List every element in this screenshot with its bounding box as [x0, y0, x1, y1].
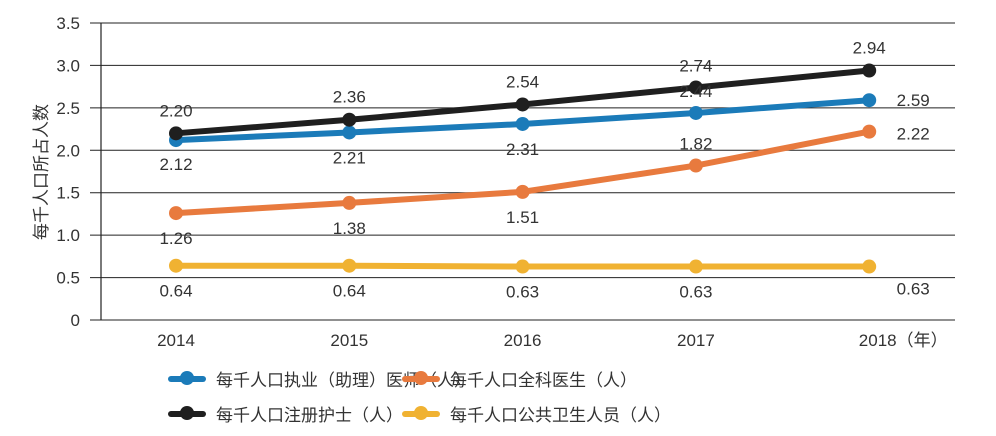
data-point — [169, 258, 183, 273]
legend-label: 每千人口注册护士（人） — [216, 406, 403, 425]
data-point — [688, 80, 703, 95]
data-label: 2.21 — [333, 148, 366, 167]
data-label: 2.12 — [159, 155, 192, 174]
data-point — [688, 259, 703, 274]
legend-swatch — [168, 405, 206, 420]
data-point — [862, 93, 877, 108]
data-point — [862, 259, 877, 274]
data-point — [515, 116, 530, 131]
data-label: 2.36 — [333, 88, 366, 107]
y-tick-label: 0 — [71, 311, 80, 330]
legend-swatch — [402, 370, 440, 385]
y-tick-label: 2.0 — [56, 141, 80, 160]
data-label: 1.51 — [506, 208, 539, 227]
y-tick-label: 1.0 — [56, 226, 80, 245]
x-tick-label: 2015 — [330, 331, 368, 350]
legend-swatch — [402, 405, 440, 420]
data-point — [515, 184, 530, 199]
data-point — [342, 125, 357, 140]
data-point — [862, 124, 877, 139]
y-tick-label: 3.0 — [56, 56, 80, 75]
y-tick-label: 3.5 — [56, 14, 80, 33]
data-point — [169, 206, 183, 221]
data-label: 2.94 — [853, 39, 886, 58]
data-point — [342, 112, 357, 127]
data-point — [515, 259, 530, 274]
legend-label: 每千人口全科医生（人） — [450, 371, 637, 390]
data-label: 0.63 — [506, 283, 539, 302]
x-tick-label: 2016 — [504, 331, 542, 350]
data-point — [342, 258, 357, 273]
data-point — [862, 63, 877, 78]
data-point — [342, 195, 357, 210]
data-label: 2.31 — [506, 140, 539, 159]
data-point — [688, 158, 703, 173]
y-tick-label: 0.5 — [56, 269, 80, 288]
data-label: 2.20 — [159, 101, 192, 120]
legend-label: 每千人口公共卫生人员（人） — [450, 406, 671, 425]
y-tick-label: 1.5 — [56, 184, 80, 203]
data-label: 2.44 — [679, 82, 712, 101]
data-label: 1.82 — [679, 135, 712, 154]
data-label: 0.64 — [333, 282, 366, 301]
data-label: 1.38 — [333, 219, 366, 238]
y-tick-label: 2.5 — [56, 99, 80, 118]
data-label: 2.74 — [679, 56, 712, 75]
data-label: 0.63 — [897, 280, 930, 299]
x-tick-label: 2018（年） — [859, 331, 948, 350]
x-tick-label: 2017 — [677, 331, 715, 350]
data-label: 0.63 — [679, 283, 712, 302]
x-tick-label: 2014 — [157, 331, 195, 350]
data-point — [169, 126, 183, 141]
data-point — [515, 97, 530, 112]
legend-swatch — [168, 370, 206, 385]
data-label: 2.22 — [897, 125, 930, 144]
legend-item-public-health: 每千人口公共卫生人员（人） — [402, 401, 671, 426]
data-label: 1.26 — [159, 229, 192, 248]
data-label: 0.64 — [159, 282, 192, 301]
legend-item-gp: 每千人口全科医生（人） — [402, 366, 637, 391]
data-label: 2.59 — [897, 91, 930, 110]
y-axis-label: 每千人口所占人数 — [32, 104, 51, 240]
data-label: 2.54 — [506, 72, 539, 91]
legend-item-nurses: 每千人口注册护士（人） — [168, 401, 403, 426]
data-point — [688, 105, 703, 120]
